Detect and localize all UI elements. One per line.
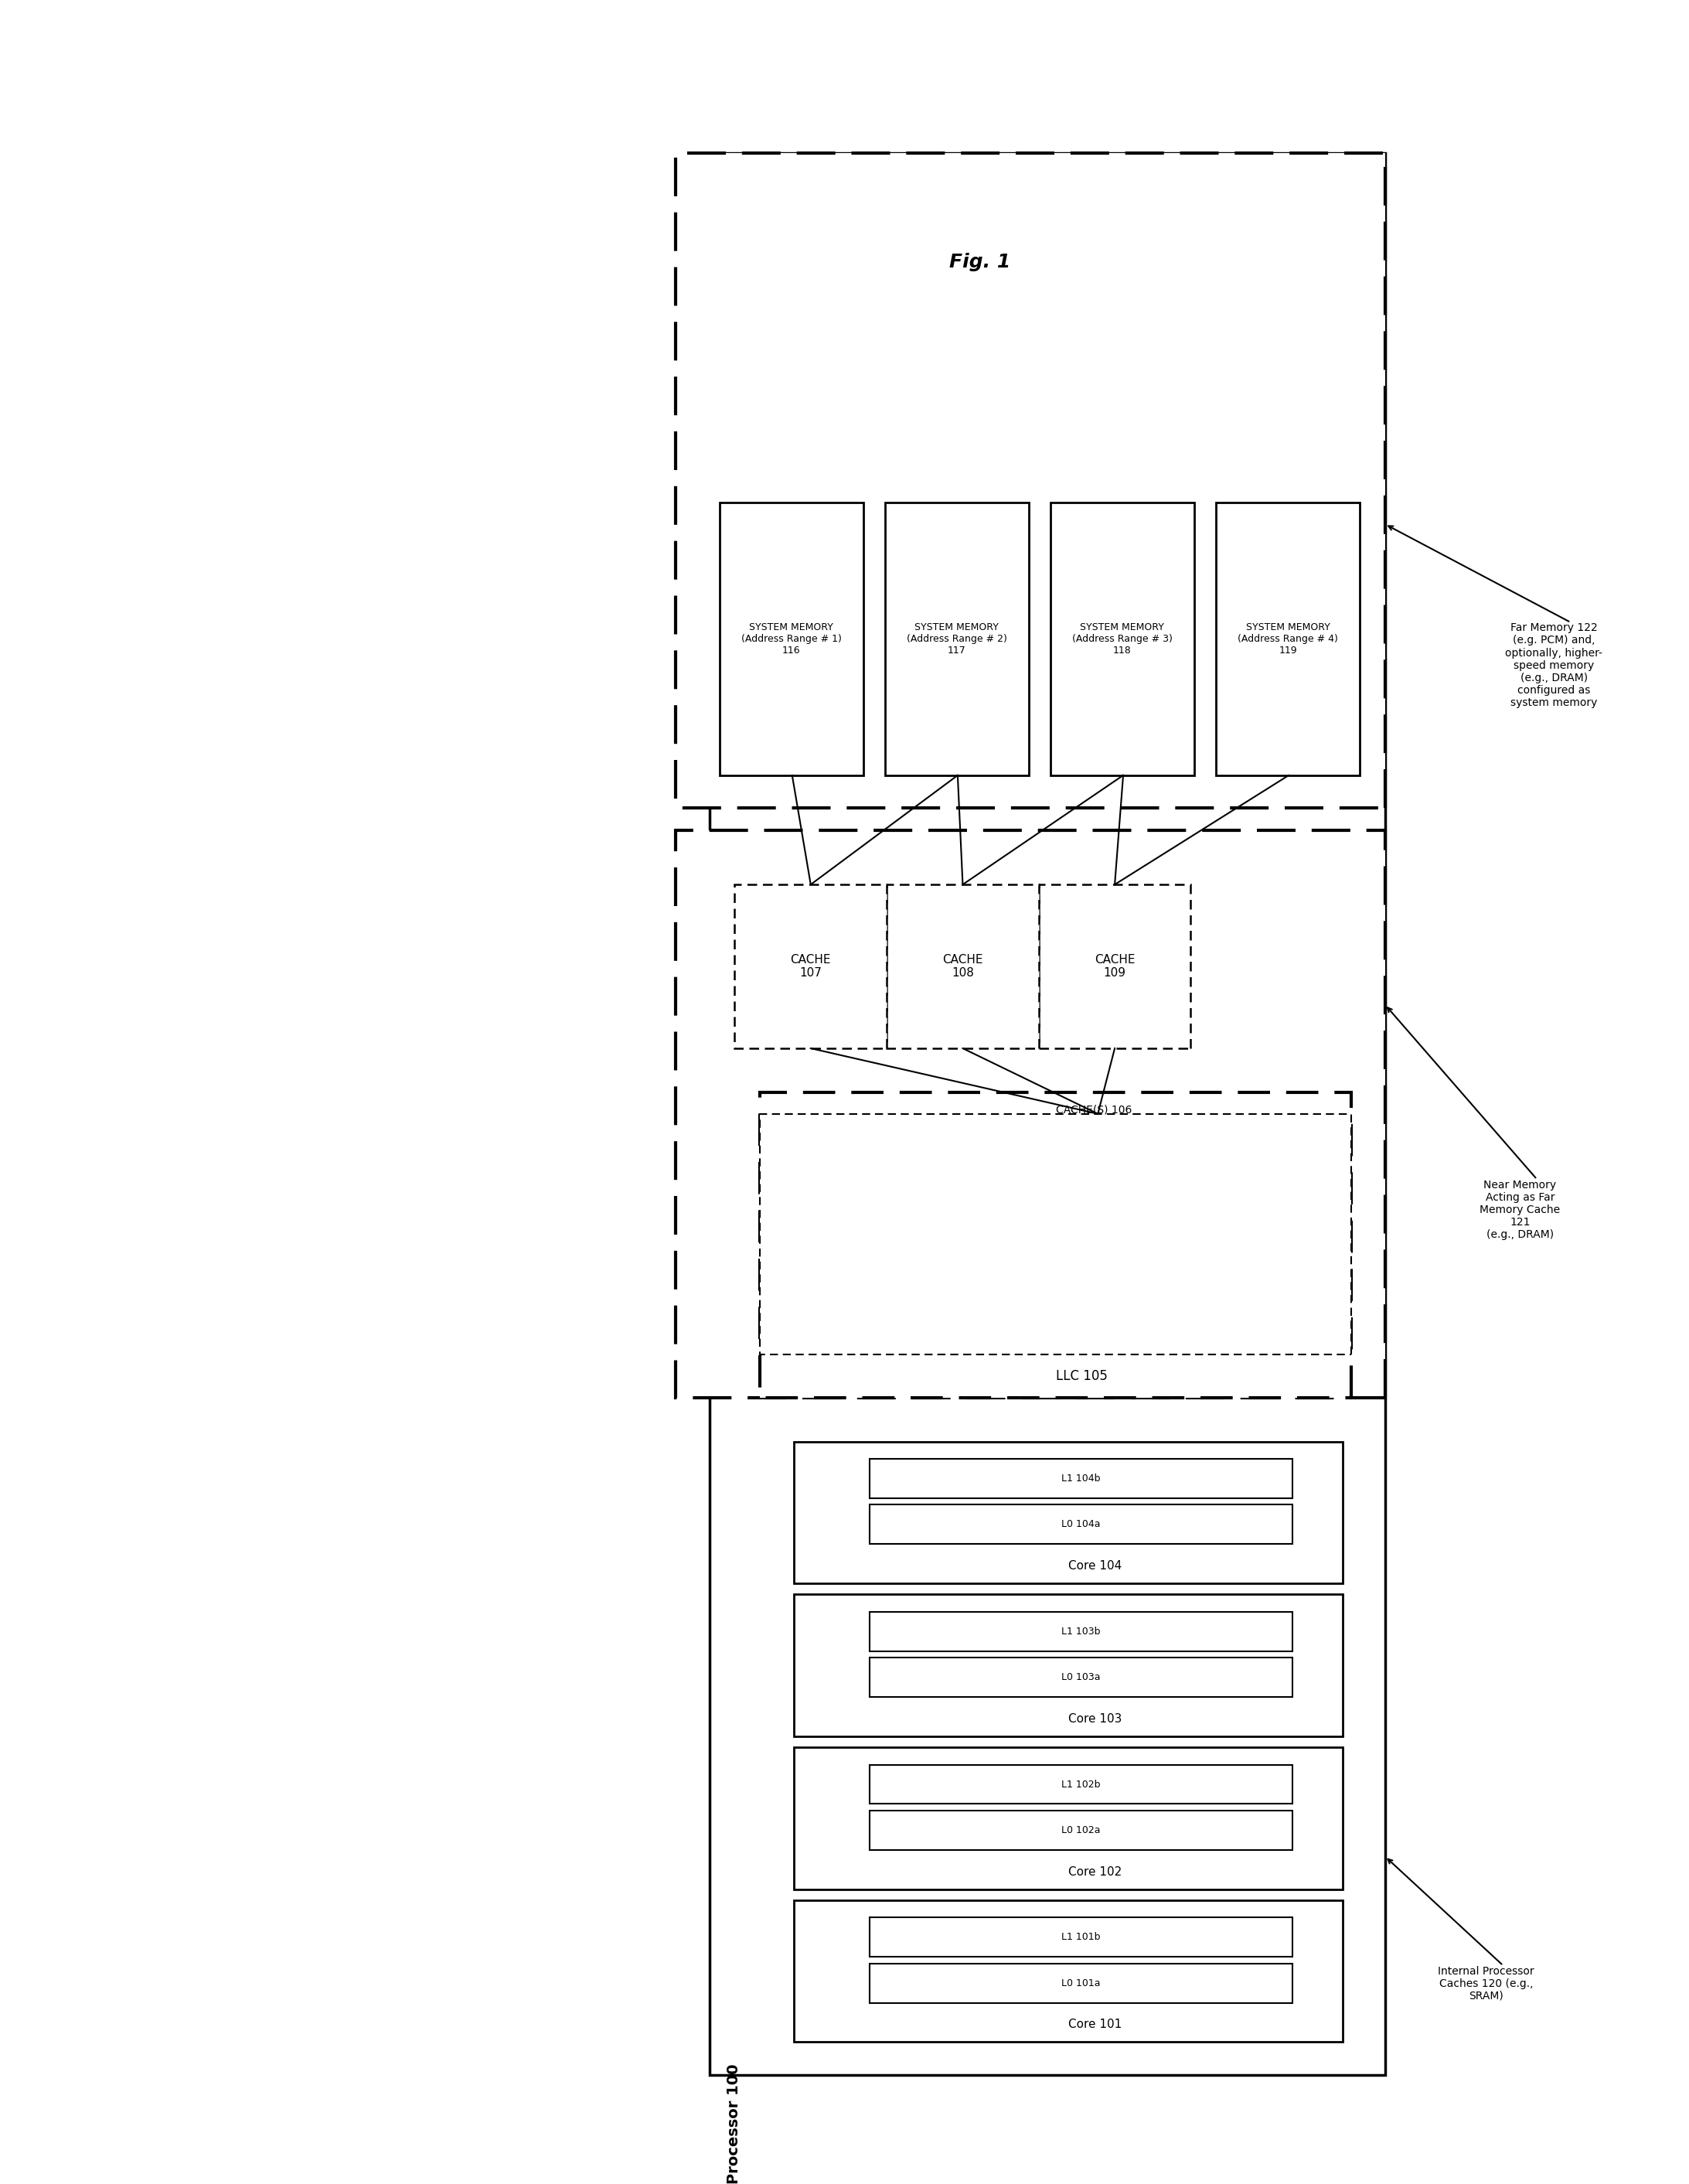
Text: Far Memory 122
(e.g. PCM) and,
optionally, higher-
speed memory
(e.g., DRAM)
con: Far Memory 122 (e.g. PCM) and, optionall… [1505,622,1603,708]
Bar [794,1594,1343,1736]
Text: LLC 105: LLC 105 [1056,1369,1108,1382]
Text: L1 103b: L1 103b [1061,1627,1101,1636]
Text: SYSTEM MEMORY
(Address Range # 4)
119: SYSTEM MEMORY (Address Range # 4) 119 [1238,622,1338,655]
Text: SYSTEM MEMORY
(Address Range # 2)
117: SYSTEM MEMORY (Address Range # 2) 117 [907,622,1007,655]
Bar [870,1459,1292,1498]
Bar [720,502,863,775]
Text: Near Memory
Acting as Far
Memory Cache
121
(e.g., DRAM): Near Memory Acting as Far Memory Cache 1… [1480,1179,1561,1241]
Text: Processor 100: Processor 100 [726,2064,741,2184]
Text: L0 101a: L0 101a [1061,1979,1101,1987]
Text: L0 103a: L0 103a [1061,1673,1101,1682]
Text: L0 102a: L0 102a [1061,1826,1101,1835]
Text: Core 101: Core 101 [1069,2018,1121,2031]
Text: Fig. 1: Fig. 1 [949,253,1010,271]
Bar [870,1811,1292,1850]
Text: Core 104: Core 104 [1069,1559,1121,1572]
Bar [870,1963,1292,2003]
Bar [870,1612,1292,1651]
Text: Internal Processor
Caches 120 (e.g.,
SRAM): Internal Processor Caches 120 (e.g., SRA… [1437,1966,1535,2001]
Bar [794,1441,1343,1583]
Bar [676,830,1385,1398]
Bar [760,1092,1351,1398]
Text: SYSTEM MEMORY
(Address Range # 3)
118: SYSTEM MEMORY (Address Range # 3) 118 [1073,622,1172,655]
Text: Core 102: Core 102 [1069,1865,1121,1878]
Text: CACHE
107: CACHE 107 [790,954,831,978]
Bar [760,1114,1351,1354]
Bar [1039,885,1191,1048]
Bar [1216,502,1360,775]
Text: L1 102b: L1 102b [1061,1780,1101,1789]
Bar [709,153,1385,2075]
Text: L1 101b: L1 101b [1061,1933,1101,1942]
Text: CACHE
109: CACHE 109 [1094,954,1135,978]
Bar [870,1658,1292,1697]
Bar [870,1505,1292,1544]
Bar [794,1900,1343,2042]
Text: L1 104b: L1 104b [1061,1474,1101,1483]
Text: SYSTEM MEMORY
(Address Range # 1)
116: SYSTEM MEMORY (Address Range # 1) 116 [741,622,841,655]
Bar [887,885,1039,1048]
Bar [676,153,1385,808]
Bar [870,1765,1292,1804]
Text: Core 103: Core 103 [1069,1712,1121,1725]
Text: CACHE
108: CACHE 108 [942,954,983,978]
Bar [794,1747,1343,1889]
Bar [885,502,1029,775]
Bar [870,1918,1292,1957]
Bar [1051,502,1194,775]
Text: L0 104a: L0 104a [1061,1520,1101,1529]
Text: CACHE(S) 106: CACHE(S) 106 [1056,1105,1132,1114]
Bar [735,885,887,1048]
